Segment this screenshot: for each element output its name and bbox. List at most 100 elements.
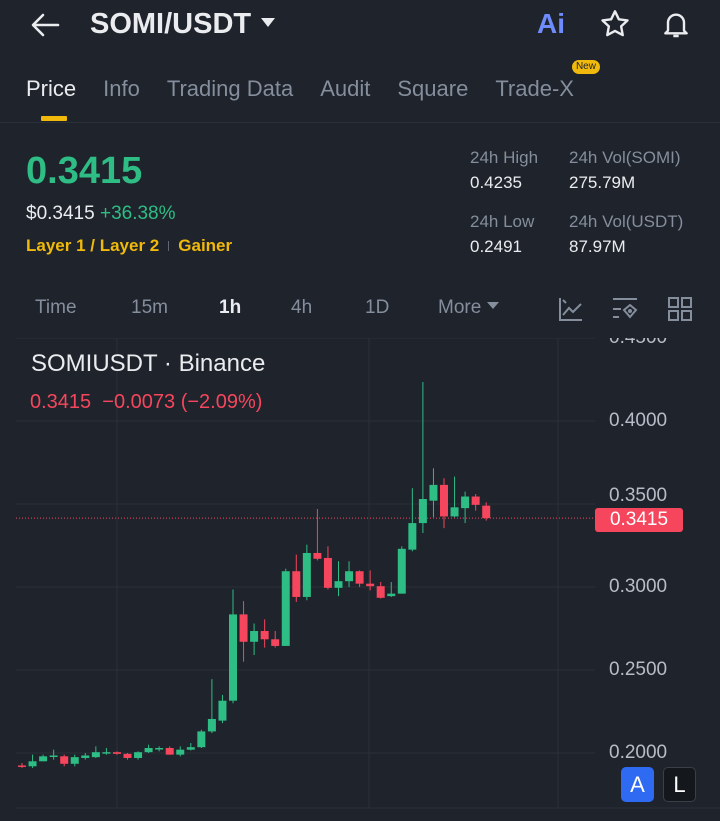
candle-body — [376, 586, 385, 598]
candle-body — [81, 755, 90, 758]
candle-body — [355, 571, 364, 584]
candle-body — [186, 747, 195, 750]
tags: Layer 1 / Layer 2 Gainer — [26, 236, 232, 256]
layout-button[interactable] — [667, 296, 693, 327]
candle-body — [366, 583, 375, 587]
change-percent: +36.38% — [99, 203, 176, 224]
tab-square[interactable]: Square — [397, 76, 469, 101]
stat-label: 24h Vol(SOMI) — [569, 148, 681, 167]
tab-trade-x[interactable]: Trade-X New — [495, 60, 600, 104]
y-tick-label: 0.2500 — [609, 659, 668, 680]
timeframe-more[interactable]: More — [438, 297, 499, 319]
candle-body — [313, 552, 322, 559]
legend-change-pct: (−2.09%) — [180, 391, 263, 413]
tab-bar: Price Info Trading Data Audit Square Tra… — [26, 60, 600, 121]
notification-button[interactable] — [660, 8, 692, 45]
candle-body — [471, 496, 480, 505]
candle-body — [144, 748, 153, 753]
chart-symbol-title: SOMIUSDT · Binance — [31, 350, 266, 377]
tab-audit[interactable]: Audit — [320, 76, 371, 101]
favorite-button[interactable] — [599, 8, 631, 45]
tab-trading-data[interactable]: Trading Data — [166, 76, 294, 101]
stat-label: 24h Vol(USDT) — [569, 212, 684, 231]
candle-body — [461, 496, 470, 509]
star-icon — [601, 10, 629, 37]
candle-body — [440, 484, 448, 517]
candle-body — [482, 505, 491, 519]
candle-body — [70, 757, 79, 764]
log-scale-button[interactable]: L — [663, 767, 696, 802]
candlestick-chart[interactable] — [0, 338, 720, 821]
chart-settings-button[interactable] — [611, 296, 639, 329]
stat-value: 87.97M — [569, 237, 626, 256]
stat-label: 24h High — [470, 148, 539, 167]
candle-body — [39, 756, 48, 762]
candle-body — [387, 593, 396, 597]
stat-value: 0.4235 — [470, 173, 522, 192]
y-tick-label: 0.3000 — [609, 576, 668, 597]
candle-body — [334, 581, 343, 588]
candle-body — [28, 761, 37, 767]
stat-value: 0.2491 — [470, 237, 522, 256]
timeframe-1d[interactable]: 1D — [365, 297, 390, 318]
candle-body — [271, 639, 280, 646]
stat-24h-high: 24h High 0.4235 — [470, 148, 538, 193]
ai-button[interactable]: Ai — [537, 8, 565, 40]
candle-body — [345, 571, 354, 582]
candle-body — [197, 731, 206, 748]
usd-price: $0.3415 — [26, 203, 95, 224]
candle-body — [91, 752, 100, 758]
chart-canvas[interactable] — [0, 338, 720, 821]
candle-body — [323, 557, 332, 588]
caret-down-icon — [261, 17, 276, 27]
auto-scale-button[interactable]: A — [621, 767, 654, 802]
tab-info[interactable]: Info — [103, 76, 140, 101]
candle-body — [18, 765, 26, 767]
candle-body — [60, 756, 69, 764]
timeframe-4h[interactable]: 4h — [291, 297, 313, 318]
stat-24h-low: 24h Low 0.2491 — [470, 212, 534, 257]
timeframe-1h[interactable]: 1h — [219, 297, 242, 318]
back-button[interactable] — [28, 10, 62, 40]
stat-value: 275.79M — [569, 173, 636, 192]
y-tick-label: 0.4500 — [609, 338, 667, 348]
candle-body — [49, 755, 58, 757]
y-tick-label: 0.3500 — [609, 485, 668, 506]
tag-layer[interactable]: Layer 1 / Layer 2 — [26, 236, 160, 255]
candle-body — [134, 752, 143, 758]
new-badge: New — [571, 60, 600, 74]
y-tick-label: 0.2000 — [609, 742, 668, 763]
last-price: 0.3415 — [26, 150, 143, 192]
current-price-label: 0.3415 — [595, 508, 683, 532]
timeframe-15m[interactable]: 15m — [131, 297, 168, 318]
candle-body — [207, 718, 216, 732]
tab-price[interactable]: Price — [26, 74, 76, 121]
legend-price: 0.3415 — [30, 391, 92, 413]
line-chart-icon — [559, 298, 582, 321]
y-tick-label: 0.4000 — [609, 410, 668, 431]
candle-body — [102, 752, 111, 754]
candle-body — [260, 630, 269, 640]
settings-icon — [613, 298, 638, 319]
ai-icon: Ai — [537, 8, 565, 39]
timeframe-time[interactable]: Time — [35, 297, 77, 318]
grid-icon — [668, 297, 692, 321]
stat-24h-vol-usdt: 24h Vol(USDT) 87.97M — [569, 212, 683, 257]
candle-body — [281, 571, 290, 646]
candle-body — [112, 752, 121, 754]
tag-gainer[interactable]: Gainer — [178, 236, 233, 255]
candle-body — [165, 748, 174, 755]
candle-body — [176, 749, 185, 755]
candle-body — [302, 552, 311, 597]
candle-body — [155, 748, 164, 750]
candle-body — [450, 507, 459, 517]
candle-body — [218, 700, 227, 721]
pair-selector[interactable]: SOMI/USDT — [90, 6, 276, 42]
bell-icon — [664, 13, 688, 38]
more-label: More — [438, 297, 482, 318]
candle-body — [429, 484, 438, 501]
indicator-button[interactable] — [558, 296, 584, 327]
stat-24h-vol-somi: 24h Vol(SOMI) 275.79M — [569, 148, 681, 193]
pair-title: SOMI/USDT — [90, 8, 252, 40]
candle-body — [418, 499, 427, 524]
